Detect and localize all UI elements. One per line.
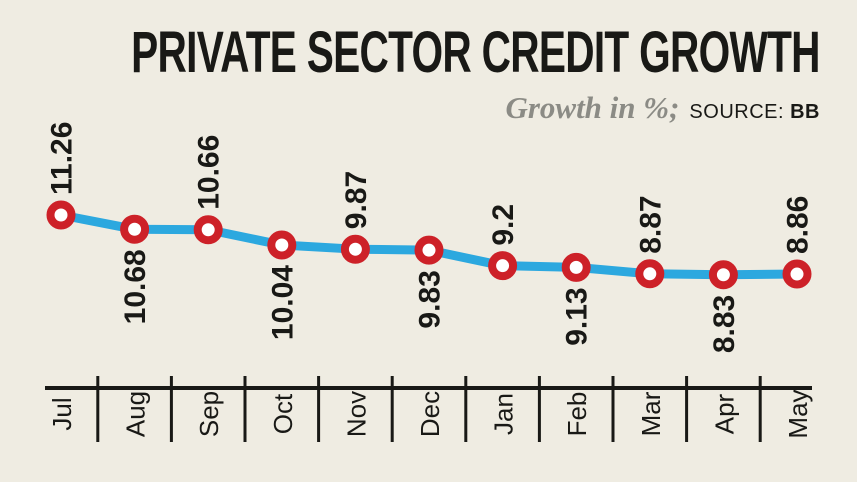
data-point-label: 9.13 xyxy=(561,287,594,345)
month-label: Sep xyxy=(194,391,224,437)
data-point-marker xyxy=(120,214,150,244)
chart-title: PRIVATE SECTOR CREDIT GROWTH xyxy=(131,20,820,85)
data-point-marker xyxy=(708,260,738,290)
data-point-label: 8.83 xyxy=(708,295,741,353)
month-label: Dec xyxy=(415,391,445,437)
month-label: May xyxy=(783,389,813,438)
month-label: Feb xyxy=(562,392,592,437)
source-value: BB xyxy=(790,101,820,123)
month-label: Jan xyxy=(489,393,519,435)
data-point-marker xyxy=(488,251,518,281)
data-point-label: 9.83 xyxy=(414,270,447,328)
month-label: Oct xyxy=(268,393,298,434)
data-point-marker xyxy=(635,259,665,289)
data-point-label: 11.26 xyxy=(46,122,79,195)
month-label: Apr xyxy=(709,393,739,434)
data-point-label: 9.2 xyxy=(487,204,520,246)
data-point-label: 10.68 xyxy=(119,249,152,324)
chart-subtitle: Growth in %; SOURCE: BB xyxy=(505,90,820,126)
source-label: SOURCE: BB xyxy=(689,101,820,124)
data-point-label: 8.86 xyxy=(782,196,815,254)
month-label: Nov xyxy=(341,391,371,437)
data-point-marker xyxy=(414,235,444,265)
data-point-marker xyxy=(782,259,812,289)
data-point-marker xyxy=(193,215,223,245)
data-point-marker xyxy=(340,234,370,264)
source-prefix: SOURCE: xyxy=(689,101,785,123)
data-point-label: 9.87 xyxy=(340,171,373,229)
y-axis-unit-label: Growth in %; xyxy=(505,90,680,125)
month-label: Aug xyxy=(121,391,151,437)
month-label: Jul xyxy=(47,397,77,430)
data-point-marker xyxy=(267,230,297,260)
data-point-marker xyxy=(46,200,76,230)
data-point-label: 10.04 xyxy=(266,265,299,340)
data-point-label: 10.66 xyxy=(193,135,226,210)
data-point-marker xyxy=(561,252,591,282)
month-label: Mar xyxy=(636,391,666,436)
data-point-label: 8.87 xyxy=(634,195,667,253)
